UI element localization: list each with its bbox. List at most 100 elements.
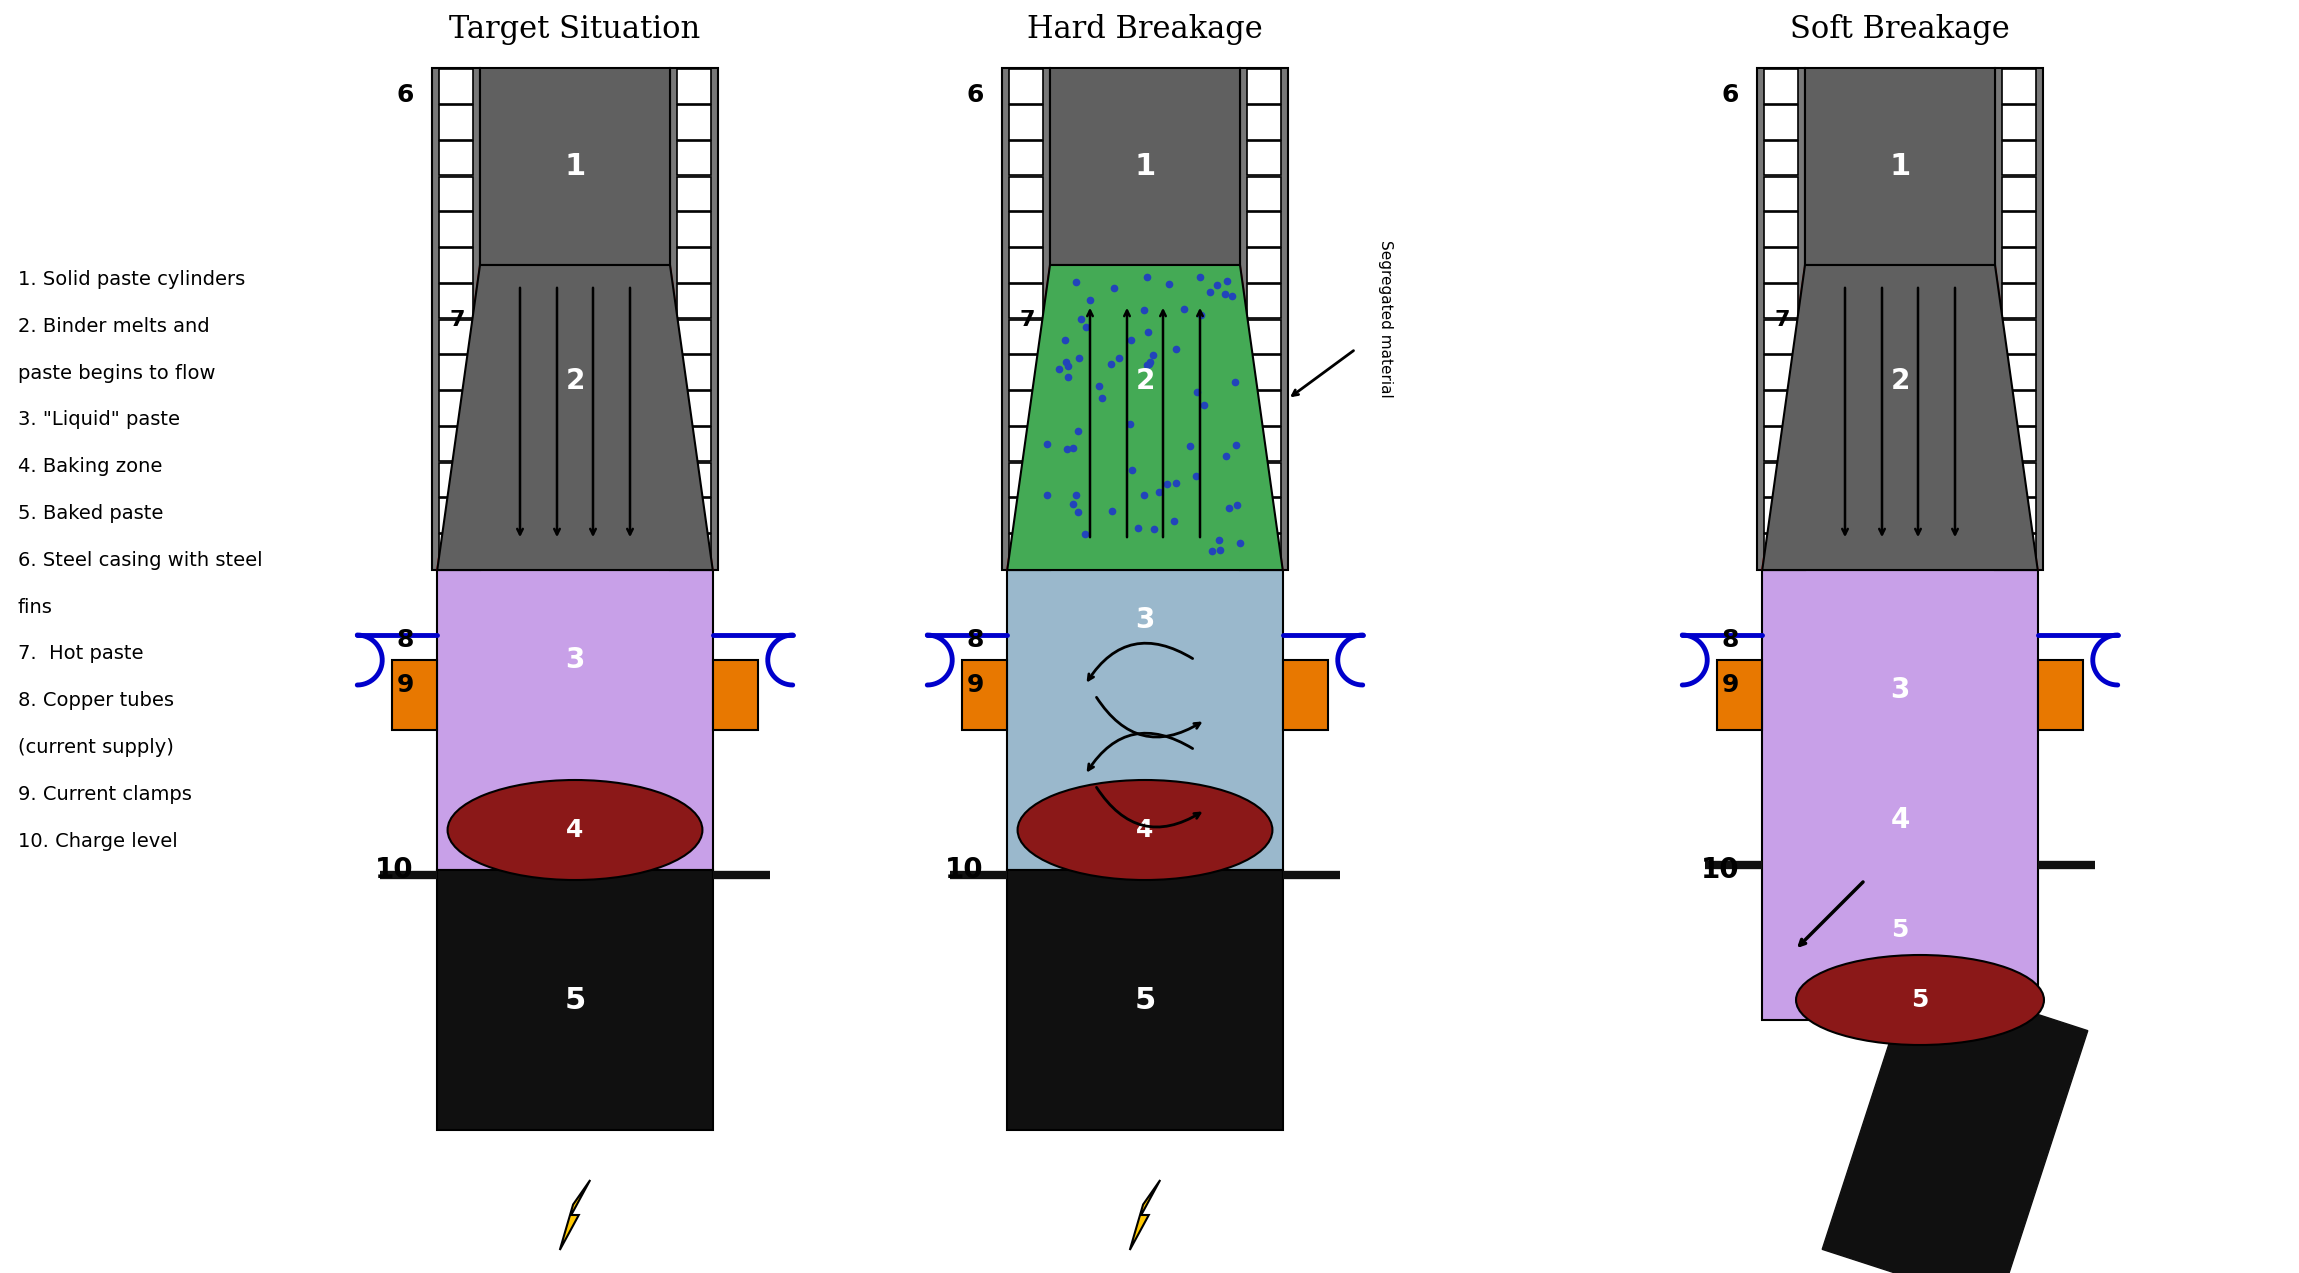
Bar <box>2002 426 2037 462</box>
Text: 6: 6 <box>1722 83 1738 107</box>
Bar <box>713 659 759 729</box>
Bar <box>1763 570 2037 1020</box>
Bar <box>676 391 710 425</box>
Text: 7: 7 <box>451 311 464 330</box>
Text: 5. Baked paste: 5. Baked paste <box>18 504 163 523</box>
Bar <box>1763 391 1798 425</box>
Bar <box>1246 248 1281 283</box>
Bar <box>676 426 710 462</box>
Bar <box>1246 426 1281 462</box>
Text: 3. "Liquid" paste: 3. "Liquid" paste <box>18 410 179 429</box>
Text: 9: 9 <box>966 673 984 698</box>
Text: 6: 6 <box>398 83 414 107</box>
Text: 2: 2 <box>566 367 584 395</box>
Bar <box>1246 320 1281 354</box>
Bar <box>1009 104 1044 140</box>
Text: 7.  Hot paste: 7. Hot paste <box>18 644 143 663</box>
Bar <box>1246 69 1281 104</box>
Bar <box>669 67 717 570</box>
Bar <box>480 67 669 265</box>
Bar <box>1009 248 1044 283</box>
Bar <box>1246 284 1281 318</box>
Text: 10. Charge level: 10. Charge level <box>18 831 177 850</box>
Text: 5: 5 <box>563 985 586 1015</box>
Text: 10: 10 <box>1701 855 1738 883</box>
Bar <box>1763 499 1798 533</box>
Polygon shape <box>1996 265 2037 570</box>
Bar <box>1009 391 1044 425</box>
Bar <box>1763 426 1798 462</box>
Text: 9: 9 <box>1722 673 1738 698</box>
Bar <box>2002 177 2037 211</box>
Text: 3: 3 <box>1890 676 1910 704</box>
Polygon shape <box>1239 265 1283 570</box>
Bar <box>1009 284 1044 318</box>
Bar <box>439 69 474 104</box>
Bar <box>1002 67 1051 570</box>
Bar <box>1009 320 1044 354</box>
Bar <box>2002 391 2037 425</box>
Bar <box>1007 570 1283 869</box>
Bar <box>676 248 710 283</box>
Text: fins: fins <box>18 597 53 616</box>
Bar <box>2002 355 2037 390</box>
Bar <box>1763 284 1798 318</box>
Text: 8: 8 <box>1722 628 1738 652</box>
Bar <box>1763 462 1798 498</box>
Bar <box>1763 104 1798 140</box>
Text: 8: 8 <box>966 628 984 652</box>
Polygon shape <box>559 1180 591 1250</box>
Bar <box>1763 69 1798 104</box>
Text: 2: 2 <box>1136 367 1154 395</box>
Text: 10: 10 <box>945 855 984 883</box>
Bar <box>2002 284 2037 318</box>
Polygon shape <box>1007 265 1283 570</box>
Bar <box>1009 213 1044 247</box>
Bar <box>439 535 474 569</box>
Ellipse shape <box>1018 780 1271 880</box>
Bar <box>676 69 710 104</box>
Bar <box>437 570 713 869</box>
Bar <box>439 213 474 247</box>
Bar <box>439 284 474 318</box>
Bar <box>1009 355 1044 390</box>
Bar <box>1246 462 1281 498</box>
Bar <box>439 355 474 390</box>
Polygon shape <box>437 265 713 570</box>
Bar <box>1717 659 1763 729</box>
Text: 1. Solid paste cylinders: 1. Solid paste cylinders <box>18 270 246 289</box>
Bar <box>1246 499 1281 533</box>
Bar <box>1805 67 1996 265</box>
Polygon shape <box>1129 1180 1161 1250</box>
Bar <box>676 355 710 390</box>
Bar <box>1763 535 1798 569</box>
Text: 1: 1 <box>563 151 586 181</box>
Bar <box>2002 462 2037 498</box>
Bar <box>676 535 710 569</box>
Text: (current supply): (current supply) <box>18 738 175 757</box>
Text: Segregated material: Segregated material <box>1377 241 1393 398</box>
Bar <box>1246 535 1281 569</box>
Bar <box>1763 213 1798 247</box>
Bar <box>2002 499 2037 533</box>
Text: 7: 7 <box>1775 311 1791 330</box>
Text: paste begins to flow: paste begins to flow <box>18 364 216 383</box>
Bar <box>2002 213 2037 247</box>
Bar <box>676 462 710 498</box>
Text: 10: 10 <box>375 855 414 883</box>
Text: 8. Copper tubes: 8. Copper tubes <box>18 691 175 710</box>
Bar <box>1763 355 1798 390</box>
Bar <box>1009 141 1044 176</box>
Bar <box>432 67 480 570</box>
Text: 5: 5 <box>1910 988 1929 1012</box>
Text: 6: 6 <box>966 83 984 107</box>
Bar <box>963 659 1007 729</box>
Text: 9: 9 <box>398 673 414 698</box>
Bar <box>2002 141 2037 176</box>
Bar <box>439 426 474 462</box>
Bar <box>676 104 710 140</box>
Bar <box>1246 391 1281 425</box>
Text: 2: 2 <box>1890 367 1910 395</box>
Text: 1: 1 <box>1133 151 1156 181</box>
Text: Soft Breakage: Soft Breakage <box>1791 14 2009 45</box>
